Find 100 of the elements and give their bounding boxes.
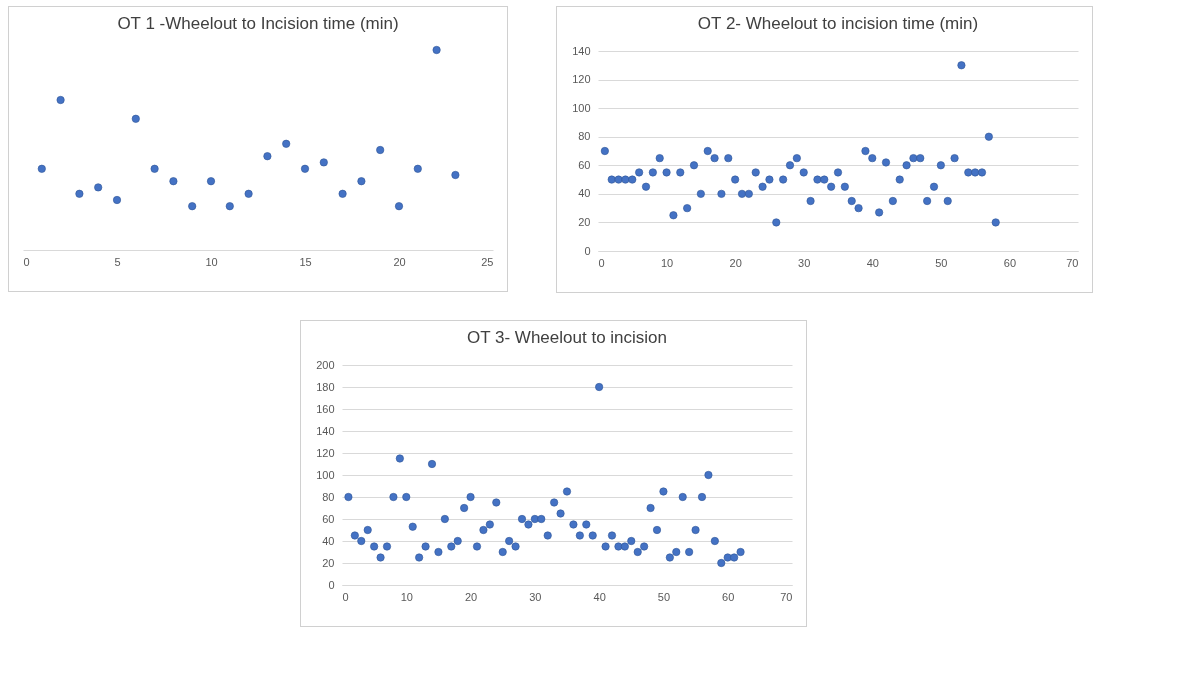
- point: [936, 161, 945, 170]
- point: [806, 197, 815, 205]
- point: [957, 61, 966, 70]
- point: [300, 164, 310, 173]
- y-tick-label: 180: [316, 380, 335, 393]
- point: [432, 46, 441, 54]
- x-tick-label: 50: [935, 256, 948, 269]
- x-tick-label: 0: [342, 590, 349, 603]
- x-tick-label: 30: [798, 256, 811, 269]
- point: [669, 211, 678, 220]
- point: [820, 175, 829, 184]
- y-tick-label: 20: [578, 215, 591, 228]
- x-tick-label: 50: [657, 590, 671, 603]
- point: [737, 189, 747, 198]
- point: [56, 96, 65, 104]
- point: [703, 147, 712, 155]
- point: [689, 161, 699, 170]
- point: [628, 175, 637, 184]
- point: [765, 175, 774, 184]
- x-tick-label: 0: [598, 256, 605, 269]
- point: [75, 189, 84, 198]
- point: [916, 154, 925, 163]
- point: [895, 175, 904, 184]
- point: [731, 175, 740, 184]
- point: [451, 171, 460, 179]
- point: [772, 218, 781, 227]
- point: [833, 168, 843, 177]
- point: [641, 182, 651, 191]
- point: [338, 189, 347, 198]
- point: [847, 197, 856, 205]
- point: [977, 168, 987, 177]
- point: [206, 177, 216, 186]
- point: [827, 182, 836, 191]
- x-tick-label: 30: [529, 590, 542, 603]
- y-tick-label: 0: [328, 578, 335, 591]
- y-tick-label: 80: [578, 130, 591, 143]
- y-tick-label: 40: [322, 534, 335, 547]
- point: [600, 147, 609, 155]
- y-tick-label: 100: [316, 468, 335, 481]
- point: [319, 158, 328, 167]
- point: [169, 177, 178, 186]
- x-tick-label: 60: [1003, 256, 1017, 269]
- point: [902, 161, 911, 170]
- x-tick-label: 15: [299, 255, 312, 268]
- point: [758, 182, 767, 191]
- point: [357, 177, 366, 186]
- y-tick-label: 140: [316, 424, 335, 437]
- point: [662, 168, 671, 177]
- x-tick-label: 10: [400, 590, 413, 603]
- point: [854, 204, 863, 213]
- x-tick-label: 20: [729, 256, 742, 269]
- chart-title: OT 2- Wheelout to incision time (min): [697, 14, 979, 33]
- point: [150, 164, 159, 173]
- point: [991, 218, 1000, 227]
- point: [225, 202, 234, 211]
- point: [923, 197, 932, 205]
- point: [655, 154, 664, 163]
- y-tick-label: 100: [572, 101, 591, 114]
- point: [648, 168, 657, 177]
- point: [394, 202, 404, 211]
- y-tick-label: 80: [322, 490, 335, 503]
- point: [696, 189, 705, 198]
- point: [131, 114, 140, 123]
- y-tick-label: 0: [584, 244, 591, 257]
- point: [188, 202, 197, 211]
- point: [840, 182, 849, 191]
- point: [785, 161, 795, 170]
- point: [881, 158, 891, 167]
- x-tick-label: 70: [1066, 256, 1079, 269]
- point: [263, 152, 272, 161]
- point: [875, 208, 884, 217]
- x-tick-label: 0: [23, 255, 30, 268]
- point: [717, 189, 726, 198]
- y-tick-label: 120: [572, 73, 591, 86]
- x-tick-label: 10: [205, 255, 218, 268]
- point: [751, 168, 760, 177]
- point: [950, 154, 959, 163]
- point: [868, 154, 877, 163]
- point: [710, 154, 719, 163]
- point: [683, 204, 692, 213]
- y-tick-label: 120: [316, 446, 335, 459]
- point: [413, 164, 422, 173]
- x-tick-label: 25: [481, 255, 494, 268]
- point: [792, 154, 801, 163]
- point: [813, 175, 822, 184]
- y-tick-label: 60: [322, 512, 335, 525]
- x-tick-label: 40: [593, 590, 606, 603]
- y-tick-label: 20: [322, 556, 335, 569]
- chart-title: OT 3- Wheelout to incision: [467, 328, 667, 347]
- x-tick-label: 20: [393, 255, 406, 268]
- point: [861, 147, 870, 155]
- point: [724, 154, 733, 163]
- chart-title: OT 1 -Wheelout to Incision time (min): [117, 14, 399, 34]
- point: [614, 175, 623, 184]
- y-tick-label: 200: [316, 358, 335, 371]
- point: [37, 164, 46, 173]
- point: [779, 175, 788, 184]
- x-tick-label: 10: [660, 256, 674, 269]
- point: [621, 175, 630, 184]
- x-tick-label: 60: [722, 590, 735, 603]
